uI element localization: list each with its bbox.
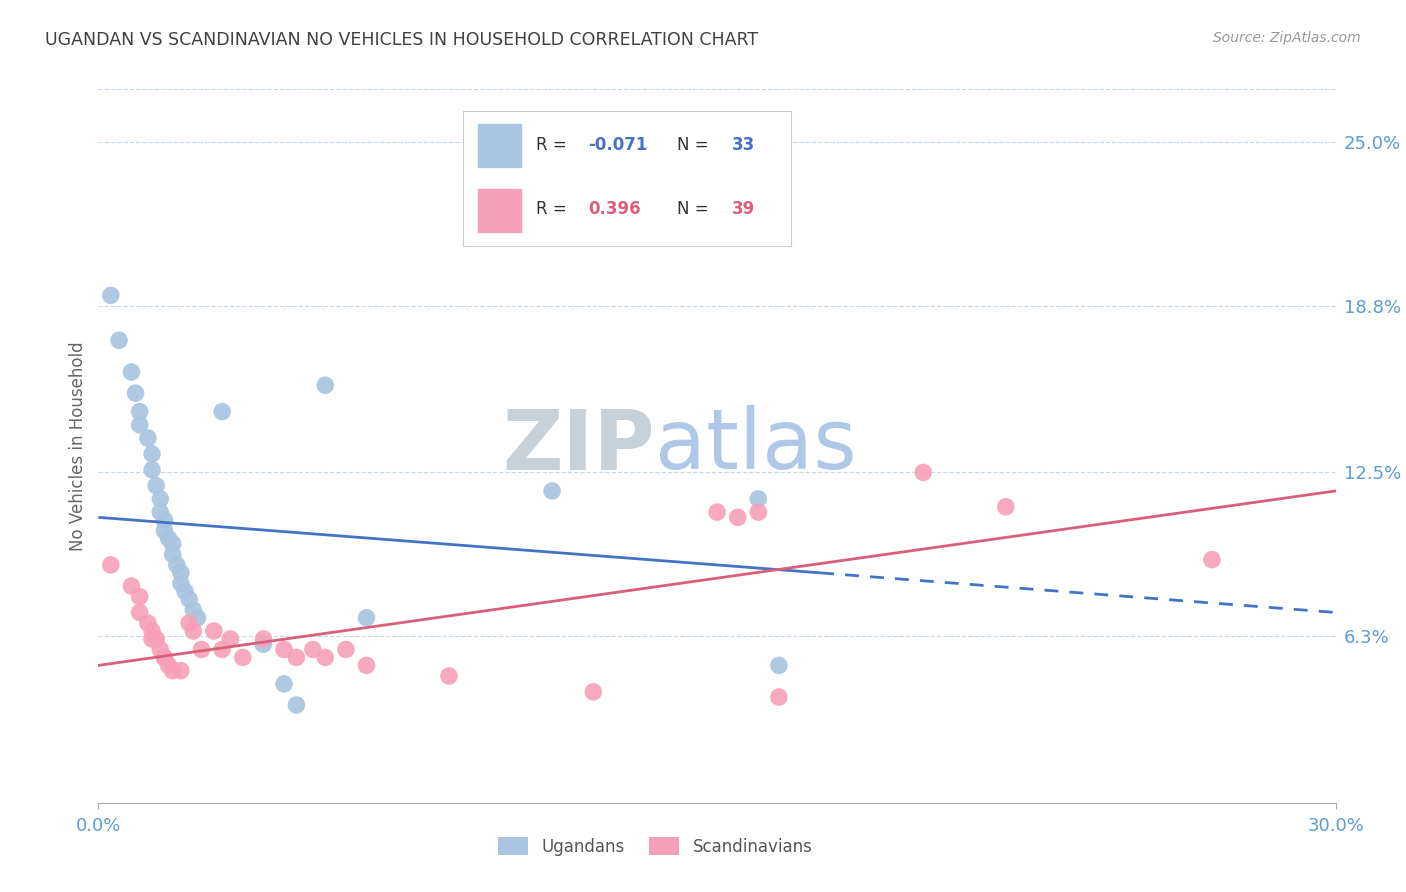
Point (124, 386, 146, 401)
Point (170, 576, 193, 591)
Text: Source: ZipAtlas.com: Source: ZipAtlas.com (1213, 31, 1361, 45)
Point (136, 431, 159, 445)
Point (153, 513, 176, 527)
Point (170, 664, 193, 678)
Point (181, 603, 204, 617)
Point (179, 616, 201, 631)
Point (912, 466, 935, 480)
Point (157, 658, 180, 673)
Point (285, 650, 308, 665)
Point (149, 491, 172, 506)
Point (437, 669, 460, 683)
Point (166, 558, 188, 572)
Point (285, 698, 308, 712)
Point (179, 592, 201, 607)
Point (186, 611, 208, 625)
Point (181, 624, 204, 638)
Point (153, 650, 176, 665)
Point (768, 658, 790, 673)
Point (190, 642, 212, 657)
Point (141, 632, 163, 646)
Point (727, 510, 749, 524)
Point (174, 584, 197, 599)
Text: atlas: atlas (655, 406, 856, 486)
Point (149, 642, 172, 657)
Point (136, 616, 159, 631)
Point (273, 642, 295, 657)
Point (153, 650, 176, 665)
Point (157, 532, 180, 546)
Point (314, 650, 336, 665)
Point (582, 219, 605, 234)
Point (219, 632, 242, 646)
Point (335, 642, 357, 657)
Point (747, 505, 769, 519)
Point (162, 537, 184, 551)
Point (153, 524, 176, 538)
Point (128, 404, 150, 418)
Point (128, 590, 150, 604)
Point (252, 637, 274, 651)
Point (162, 664, 184, 678)
Point (145, 478, 167, 492)
Point (120, 579, 142, 593)
Point (141, 447, 163, 461)
Point (302, 642, 325, 657)
Point (768, 690, 790, 704)
Point (232, 650, 254, 665)
Point (747, 491, 769, 506)
Point (356, 611, 378, 625)
Point (202, 624, 225, 638)
Point (1118, 43, 1140, 57)
Point (100, 558, 122, 572)
Point (162, 547, 184, 561)
Point (252, 632, 274, 646)
Point (128, 606, 150, 620)
Point (141, 624, 163, 638)
Point (120, 365, 142, 379)
Point (273, 677, 295, 691)
Y-axis label: No Vehicles in Household: No Vehicles in Household (69, 341, 87, 551)
Point (314, 378, 336, 392)
Point (211, 642, 233, 657)
Point (582, 685, 605, 699)
Point (100, 288, 122, 302)
Legend: Ugandans, Scandinavians: Ugandans, Scandinavians (491, 830, 820, 863)
Point (170, 566, 193, 580)
Point (994, 500, 1017, 514)
Point (149, 505, 172, 519)
Text: UGANDAN VS SCANDINAVIAN NO VEHICLES IN HOUSEHOLD CORRELATION CHART: UGANDAN VS SCANDINAVIAN NO VEHICLES IN H… (45, 31, 758, 49)
Point (1201, 552, 1223, 566)
Point (356, 658, 378, 673)
Point (541, 483, 564, 498)
Point (108, 333, 131, 347)
Point (141, 463, 163, 477)
Point (211, 404, 233, 418)
Point (145, 632, 167, 646)
Point (706, 505, 728, 519)
Text: ZIP: ZIP (503, 406, 655, 486)
Point (128, 417, 150, 432)
